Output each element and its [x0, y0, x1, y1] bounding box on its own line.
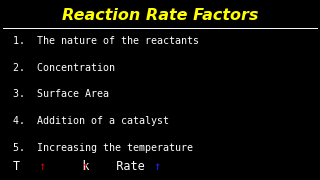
Text: ↑: ↑ [82, 160, 89, 173]
Text: k: k [61, 160, 89, 173]
Text: T: T [13, 160, 20, 173]
Text: 4.  Addition of a catalyst: 4. Addition of a catalyst [13, 116, 169, 126]
Text: 5.  Increasing the temperature: 5. Increasing the temperature [13, 143, 193, 153]
Text: 2.  Concentration: 2. Concentration [13, 63, 115, 73]
Text: ↑: ↑ [32, 160, 46, 173]
Text: ↑: ↑ [147, 160, 162, 173]
Text: 1.  The nature of the reactants: 1. The nature of the reactants [13, 36, 199, 46]
Text: Reaction Rate Factors: Reaction Rate Factors [62, 8, 258, 23]
Text: 3.  Surface Area: 3. Surface Area [13, 89, 109, 99]
Text: Rate: Rate [102, 160, 145, 173]
